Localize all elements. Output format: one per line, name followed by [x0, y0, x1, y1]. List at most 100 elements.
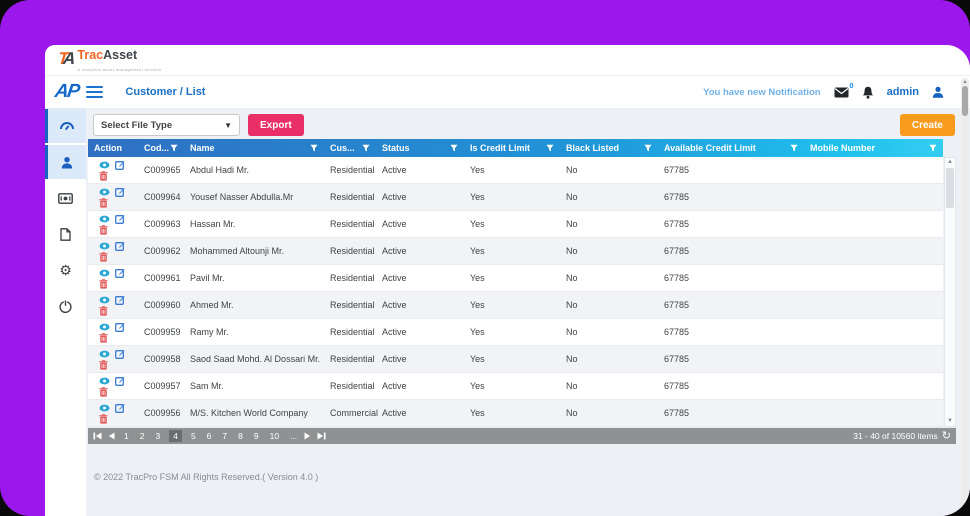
edit-button[interactable]	[115, 322, 125, 332]
view-button[interactable]	[99, 188, 110, 196]
sidebar-item-payments[interactable]	[45, 181, 86, 215]
table-row[interactable]: C009960 Ahmed Mr. Residential Active Yes…	[88, 292, 943, 319]
sidebar-item-settings[interactable]: ⚙	[45, 253, 86, 287]
delete-button[interactable]	[99, 170, 108, 181]
scroll-up-icon[interactable]: ▲	[947, 159, 953, 165]
delete-button[interactable]	[99, 278, 108, 289]
edit-button[interactable]	[115, 376, 125, 386]
first-page-icon[interactable]	[93, 432, 102, 440]
page-scroll-up-icon[interactable]: ▲	[962, 79, 968, 85]
export-button[interactable]: Export	[248, 114, 304, 136]
column-header-is-credit-limit[interactable]: Is Credit Limit	[464, 139, 560, 157]
column-header-available-credit-limit[interactable]: Available Credit Limit	[658, 139, 804, 157]
view-button[interactable]	[99, 215, 110, 223]
page-button-10[interactable]: 10	[269, 431, 280, 441]
table-row[interactable]: C009963 Hassan Mr. Residential Active Ye…	[88, 211, 943, 238]
sidebar-item-power[interactable]	[45, 289, 86, 323]
filter-icon[interactable]	[644, 144, 652, 152]
delete-button[interactable]	[99, 332, 108, 343]
view-button[interactable]	[99, 323, 110, 331]
page-button-6[interactable]: 6	[206, 431, 212, 441]
table-scrollbar[interactable]: ▲ ▼	[944, 157, 956, 427]
table-row[interactable]: C009956 M/S. Kitchen World Company Comme…	[88, 400, 943, 427]
edit-button[interactable]	[115, 241, 125, 251]
delete-button[interactable]	[99, 305, 108, 316]
prev-page-icon[interactable]	[108, 432, 115, 440]
cell-is-credit-limit: Yes	[470, 273, 485, 283]
notification-text[interactable]: You have new Notification	[703, 86, 821, 98]
table-row[interactable]: C009959 Ramy Mr. Residential Active Yes …	[88, 319, 943, 346]
breadcrumb[interactable]: Customer / List	[125, 86, 206, 98]
table-row[interactable]: C009965 Abdul Hadi Mr. Residential Activ…	[88, 157, 943, 184]
filter-icon[interactable]	[310, 144, 318, 152]
edit-button[interactable]	[115, 187, 125, 197]
hamburger-menu-icon[interactable]	[86, 85, 104, 99]
scroll-down-icon[interactable]: ▼	[947, 418, 953, 424]
delete-button[interactable]	[99, 251, 108, 262]
view-button[interactable]	[99, 296, 110, 304]
view-button[interactable]	[99, 242, 110, 250]
delete-button[interactable]	[99, 224, 108, 235]
pagination-pages: 1 2 3 4 5 6 7 8 9 10...	[122, 430, 299, 442]
username[interactable]: admin	[886, 86, 919, 98]
filter-icon[interactable]	[929, 144, 937, 152]
next-page-icon[interactable]	[304, 432, 311, 440]
page-button-1[interactable]: 1	[124, 431, 129, 441]
edit-button[interactable]	[115, 160, 125, 170]
filter-icon[interactable]	[170, 144, 178, 152]
cell-customer-type: Residential	[330, 219, 375, 229]
view-button[interactable]	[99, 161, 110, 169]
page-button-5[interactable]: 5	[190, 431, 196, 441]
column-header-action[interactable]: Action	[94, 143, 122, 153]
filter-icon[interactable]	[450, 144, 458, 152]
create-button[interactable]: Create	[899, 114, 955, 136]
delete-button[interactable]	[99, 413, 108, 424]
user-avatar-icon[interactable]	[932, 86, 944, 98]
page-scrollbar-thumb[interactable]	[962, 86, 968, 116]
sidebar-item-documents[interactable]	[45, 217, 86, 251]
sidebar-item-customers[interactable]	[45, 145, 86, 179]
edit-button[interactable]	[115, 214, 125, 224]
refresh-icon[interactable]: ↻	[941, 430, 951, 442]
table-row[interactable]: C009962 Mohammed Altounji Mr. Residentia…	[88, 238, 943, 265]
column-header-status[interactable]: Status	[376, 139, 464, 157]
last-page-icon[interactable]	[317, 432, 326, 440]
bell-icon[interactable]	[862, 86, 874, 99]
page-button-2[interactable]: 2	[139, 431, 145, 441]
view-button[interactable]	[99, 404, 110, 412]
page-scroll-down-icon[interactable]: ▼	[962, 506, 968, 512]
edit-button[interactable]	[115, 295, 125, 305]
messages-button[interactable]: 0	[834, 81, 854, 98]
table-row[interactable]: C009961 Pavil Mr. Residential Active Yes…	[88, 265, 943, 292]
column-header-cod[interactable]: Cod...	[138, 139, 184, 157]
filter-icon[interactable]	[362, 144, 370, 152]
edit-button[interactable]	[115, 403, 125, 413]
delete-button[interactable]	[99, 197, 108, 208]
page-button-3[interactable]: 3	[155, 431, 161, 441]
view-button[interactable]	[99, 350, 110, 358]
sidebar-item-dashboard[interactable]	[45, 109, 86, 143]
column-header-black-listed[interactable]: Black Listed	[560, 139, 658, 157]
table-row[interactable]: C009964 Yousef Nasser Abdulla.Mr Residen…	[88, 184, 943, 211]
file-type-select[interactable]: Select File Type ▼	[93, 114, 240, 136]
column-header-name[interactable]: Name	[184, 139, 324, 157]
view-button[interactable]	[99, 377, 110, 385]
filter-icon[interactable]	[546, 144, 554, 152]
cell-available-credit-limit: 67785	[664, 246, 690, 256]
table-row[interactable]: C009957 Sam Mr. Residential Active Yes N…	[88, 373, 943, 400]
edit-button[interactable]	[115, 349, 125, 359]
column-header-cus[interactable]: Cus...	[324, 139, 376, 157]
page-scrollbar[interactable]: ▲ ▼	[961, 78, 969, 513]
table-row[interactable]: C009958 Saod Saad Mohd. Al Dossari Mr. R…	[88, 346, 943, 373]
page-button-8[interactable]: 8	[238, 431, 243, 441]
page-button-7[interactable]: 7	[222, 431, 228, 441]
table-scrollbar-thumb[interactable]	[946, 168, 954, 208]
delete-button[interactable]	[99, 386, 108, 397]
edit-button[interactable]	[115, 268, 125, 278]
page-button-4[interactable]: 4	[169, 430, 182, 442]
page-button-9[interactable]: 9	[253, 431, 259, 441]
delete-button[interactable]	[99, 359, 108, 370]
filter-icon[interactable]	[790, 144, 798, 152]
column-header-mobile-number[interactable]: Mobile Number	[804, 139, 943, 157]
view-button[interactable]	[99, 269, 110, 277]
